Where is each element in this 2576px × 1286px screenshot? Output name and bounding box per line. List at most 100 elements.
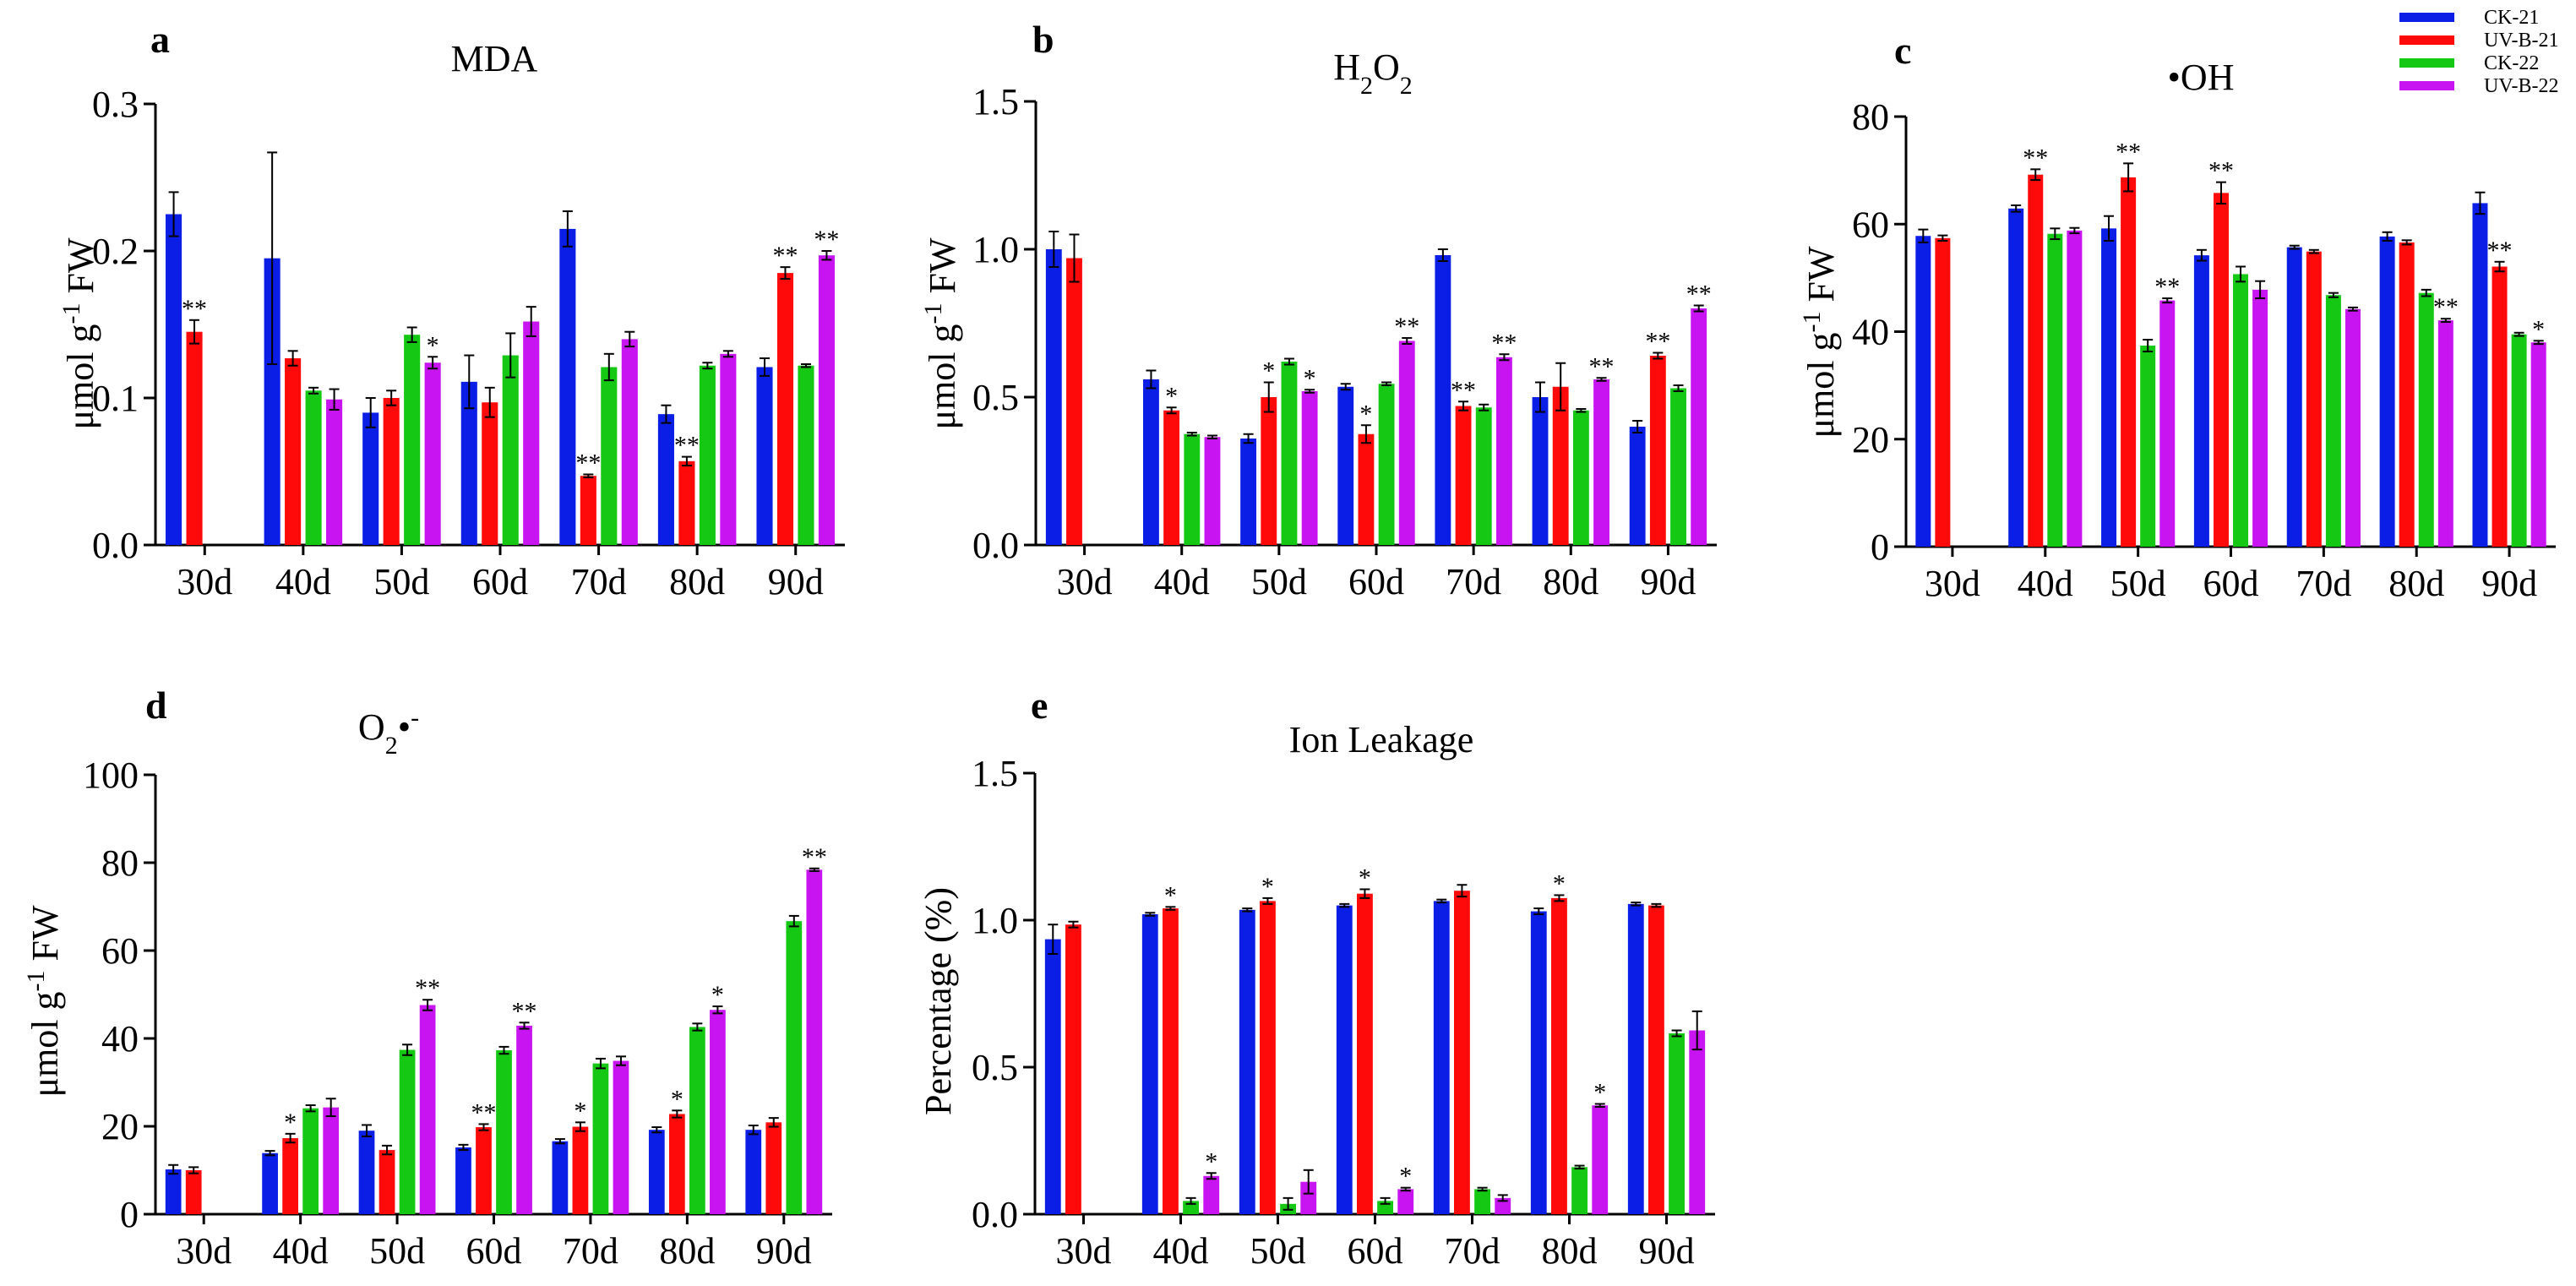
significance-label: * [284, 1109, 297, 1136]
bar-uv-b-22 [1300, 1181, 1317, 1214]
significance-label: ** [2116, 138, 2141, 166]
x-tick-label: 60d [472, 561, 528, 602]
bar-ck-21 [2286, 247, 2302, 547]
bar-uv-b-21 [765, 1122, 782, 1214]
legend-swatch [2399, 13, 2454, 22]
bar-ck-21 [1627, 903, 1644, 1214]
bar-ck-21 [756, 367, 773, 545]
significance-label: ** [1394, 313, 1419, 341]
legend-swatch [2399, 81, 2454, 90]
bar-uv-b-21 [1455, 406, 1472, 545]
significance-label: * [1553, 869, 1566, 897]
bar-ck-22 [2325, 295, 2341, 547]
bar-ck-22 [1670, 388, 1686, 545]
x-tick-label: 70d [1445, 1230, 1500, 1272]
x-tick-label: 90d [2481, 563, 2537, 604]
significance-label: ** [814, 226, 839, 253]
bar-ck-22 [1378, 384, 1395, 545]
bar-ck-22 [689, 1027, 705, 1214]
significance-label: ** [512, 997, 537, 1025]
significance-label: * [427, 331, 439, 359]
bar-ck-21 [362, 412, 379, 545]
bar-ck-22 [1571, 1167, 1588, 1214]
panel-letter: d [145, 684, 167, 727]
x-tick-label: 60d [2203, 563, 2259, 604]
significance-label: * [1359, 864, 1371, 891]
bar-uv-b-21 [1065, 924, 1081, 1214]
chart-title: H2O2 [1333, 46, 1413, 100]
x-tick-label: 30d [1057, 561, 1113, 602]
y-tick-label: 80 [101, 842, 139, 884]
bar-uv-b-21 [282, 1138, 298, 1214]
significance-label: ** [1451, 376, 1476, 404]
x-tick-label: 50d [2110, 563, 2166, 604]
bar-uv-b-21 [678, 460, 695, 545]
bar-ck-21 [1629, 427, 1646, 545]
significance-label: * [1359, 400, 1372, 428]
y-tick-label: 20 [1852, 419, 1889, 460]
bar-ck-21 [2472, 203, 2488, 547]
bar-ck-21 [2101, 228, 2117, 547]
x-tick-label: 30d [176, 1230, 231, 1272]
bar-uv-b-22 [1495, 357, 1512, 545]
y-axis-label: Percentage (%) [918, 887, 959, 1115]
bar-ck-21 [1044, 939, 1061, 1214]
bar-uv-b-21 [482, 402, 498, 545]
bar-ck-22 [1475, 407, 1492, 545]
bar-ck-21 [1240, 439, 1257, 545]
bar-uv-b-21 [476, 1127, 492, 1214]
y-tick-label: 60 [1852, 204, 1889, 245]
x-tick-label: 90d [1640, 561, 1696, 602]
bar-uv-b-22 [1592, 1105, 1609, 1214]
y-tick-label: 0.5 [972, 377, 1019, 418]
x-tick-label: 70d [1446, 561, 1501, 602]
y-tick-label: 0.2 [92, 231, 139, 272]
bar-ck-21 [1045, 249, 1062, 545]
significance-label: * [1164, 881, 1177, 909]
bar-uv-b-21 [1260, 901, 1276, 1214]
bar-uv-b-22 [1689, 1030, 1706, 1214]
panel-letter: b [1032, 18, 1054, 61]
x-tick-label: 70d [563, 1230, 618, 1272]
bar-ck-22 [399, 1049, 416, 1214]
x-tick-label: 50d [369, 1230, 425, 1272]
significance-label: ** [182, 295, 207, 323]
bar-ck-21 [2008, 208, 2024, 547]
significance-label: ** [471, 1098, 496, 1126]
significance-label: * [1304, 364, 1316, 392]
x-tick-label: 80d [2388, 563, 2444, 604]
bar-ck-21 [1433, 901, 1450, 1214]
x-tick-label: 60d [1348, 1230, 1403, 1272]
bar-ck-22 [305, 390, 322, 545]
bar-ck-21 [1337, 386, 1354, 545]
chart-title: O2•- [358, 704, 419, 760]
significance-label: * [1165, 382, 1178, 410]
bar-uv-b-22 [710, 1010, 726, 1214]
significance-label: ** [2154, 273, 2180, 301]
bar-ck-22 [2233, 274, 2249, 547]
bar-uv-b-21 [2492, 266, 2508, 547]
y-tick-label: 0.0 [972, 525, 1019, 566]
x-tick-label: 70d [571, 561, 627, 602]
bar-ck-22 [1184, 433, 1201, 545]
bar-uv-b-21 [776, 273, 794, 545]
y-axis-label: μmol g-1 FW [57, 237, 102, 430]
panel-letter: c [1894, 29, 1911, 72]
panel-e: e Ion Leakage Percentage (%) 0.0 0.5 1.0 1.… [918, 684, 1715, 1272]
significance-label: * [2532, 315, 2545, 343]
significance-label: ** [772, 242, 798, 270]
x-tick-label: 80d [1543, 561, 1598, 602]
bar-ck-21 [559, 228, 576, 545]
bar-uv-b-21 [2306, 251, 2322, 547]
bar-uv-b-22 [818, 255, 835, 545]
bar-ck-22 [699, 365, 716, 545]
y-tick-label: 1.5 [972, 753, 1018, 794]
bar-uv-b-21 [1454, 891, 1470, 1214]
bar-uv-b-21 [2028, 174, 2044, 547]
panel-letter: e [1031, 684, 1048, 727]
significance-label: * [671, 1085, 683, 1113]
bar-uv-b-22 [1398, 341, 1415, 545]
x-tick-label: 60d [466, 1230, 522, 1272]
bar-ck-21 [1141, 914, 1158, 1214]
